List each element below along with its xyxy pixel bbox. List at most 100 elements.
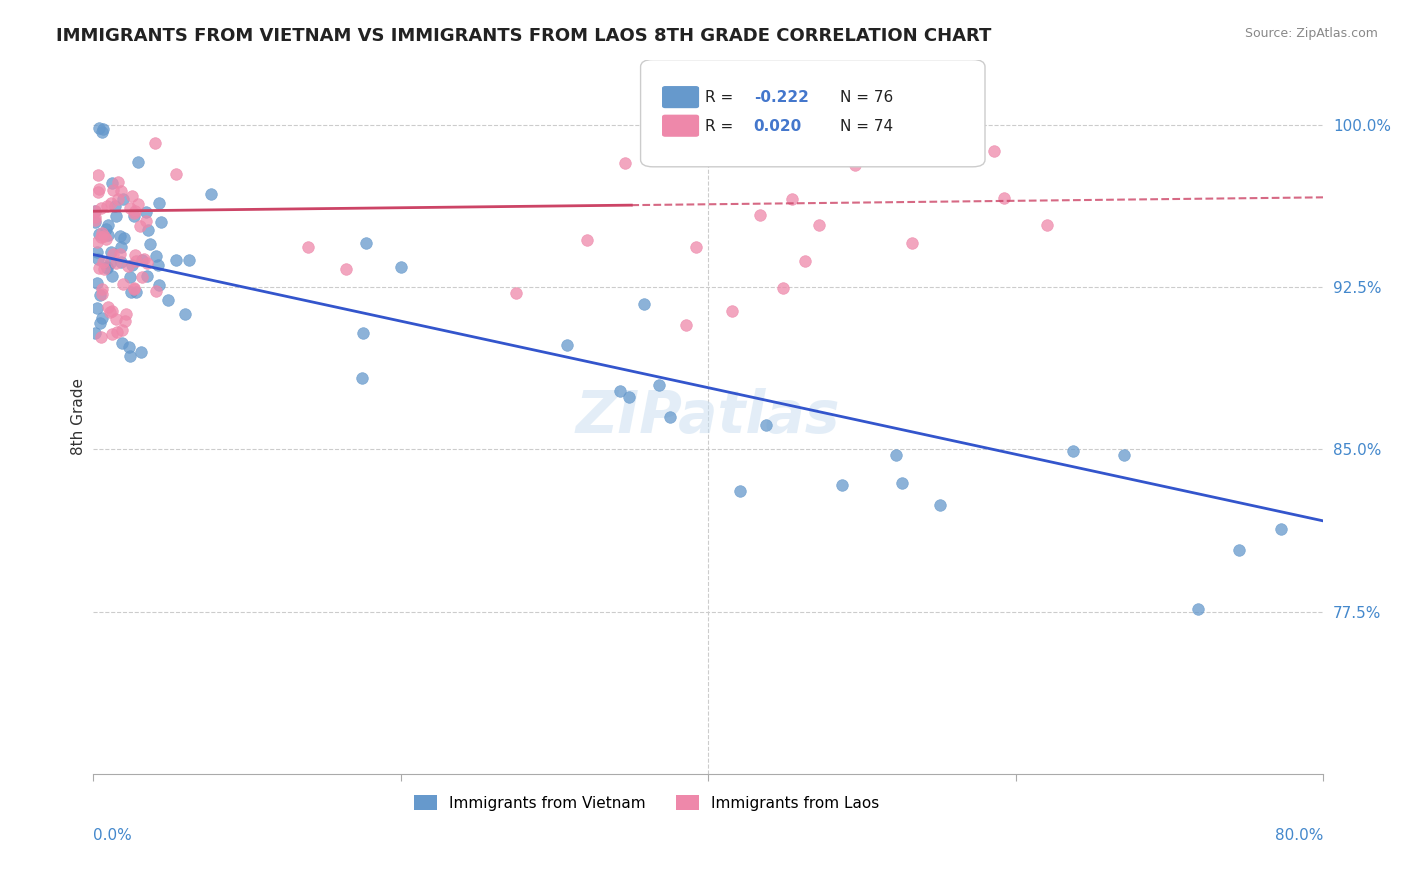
Point xyxy=(91,283,114,297)
Point xyxy=(127,196,149,211)
FancyBboxPatch shape xyxy=(641,60,986,167)
Point xyxy=(297,240,319,254)
Point xyxy=(107,174,129,188)
Point xyxy=(132,252,155,267)
Text: 0.020: 0.020 xyxy=(754,119,801,134)
Point xyxy=(720,304,742,318)
Point xyxy=(112,231,135,245)
FancyBboxPatch shape xyxy=(662,87,699,107)
Point xyxy=(96,199,118,213)
Point xyxy=(120,270,142,285)
Point xyxy=(96,261,118,276)
Point xyxy=(83,326,105,340)
Point xyxy=(1062,443,1084,458)
Point xyxy=(145,249,167,263)
Point xyxy=(110,240,132,254)
Point xyxy=(780,192,803,206)
Point xyxy=(101,176,124,190)
Point xyxy=(84,203,107,218)
Point xyxy=(89,261,111,276)
Point xyxy=(87,182,110,196)
Point xyxy=(121,258,143,272)
Point xyxy=(104,209,127,223)
Point xyxy=(90,201,112,215)
Text: Source: ZipAtlas.com: Source: ZipAtlas.com xyxy=(1244,27,1378,40)
Point xyxy=(772,281,794,295)
Point xyxy=(505,285,527,300)
Point xyxy=(139,237,162,252)
Point xyxy=(143,136,166,151)
Point xyxy=(90,330,112,344)
Point xyxy=(90,310,112,325)
Point xyxy=(131,252,153,267)
Text: R =: R = xyxy=(704,119,738,134)
Point xyxy=(831,478,853,492)
Text: IMMIGRANTS FROM VIETNAM VS IMMIGRANTS FROM LAOS 8TH GRADE CORRELATION CHART: IMMIGRANTS FROM VIETNAM VS IMMIGRANTS FR… xyxy=(56,27,991,45)
Point xyxy=(97,300,120,314)
Point xyxy=(104,311,127,326)
Point xyxy=(174,307,197,321)
Point xyxy=(87,185,110,199)
Point xyxy=(110,255,132,269)
Point xyxy=(983,144,1005,158)
Point xyxy=(576,233,599,247)
Point xyxy=(101,183,124,197)
Point xyxy=(108,229,131,244)
Point xyxy=(124,248,146,262)
Point xyxy=(86,235,108,249)
Point xyxy=(891,475,914,490)
Point xyxy=(613,156,636,170)
Point xyxy=(135,204,157,219)
Point xyxy=(148,277,170,292)
Point xyxy=(111,323,134,337)
Point xyxy=(1270,523,1292,537)
Point xyxy=(97,219,120,233)
Point xyxy=(89,288,111,302)
Point xyxy=(86,301,108,315)
Point xyxy=(335,261,357,276)
Point xyxy=(1036,218,1059,232)
Legend: Immigrants from Vietnam, Immigrants from Laos: Immigrants from Vietnam, Immigrants from… xyxy=(408,789,886,817)
Point xyxy=(118,349,141,363)
Point xyxy=(165,253,187,268)
Point xyxy=(127,154,149,169)
Point xyxy=(131,345,153,359)
Point xyxy=(90,124,112,138)
Point xyxy=(89,120,111,135)
Point xyxy=(105,325,128,339)
Text: R =: R = xyxy=(704,90,738,105)
Point xyxy=(200,186,222,201)
Point xyxy=(114,314,136,328)
Point xyxy=(648,378,671,392)
Point xyxy=(83,203,105,218)
Text: N = 74: N = 74 xyxy=(839,119,893,134)
Point xyxy=(100,195,122,210)
Point xyxy=(135,214,157,228)
Point xyxy=(755,418,778,433)
Point xyxy=(929,498,952,512)
Point xyxy=(91,121,114,136)
Point xyxy=(749,208,772,222)
Point xyxy=(124,205,146,219)
Point xyxy=(117,260,139,274)
Point xyxy=(100,244,122,259)
Point xyxy=(633,297,655,311)
Point xyxy=(101,327,124,342)
Point xyxy=(728,483,751,498)
Point xyxy=(993,191,1015,205)
Point xyxy=(675,318,697,332)
Point xyxy=(112,193,135,207)
Point xyxy=(122,282,145,296)
Point xyxy=(96,260,118,274)
Point xyxy=(110,247,132,261)
FancyBboxPatch shape xyxy=(662,115,699,136)
Point xyxy=(90,287,112,301)
Point xyxy=(101,304,124,318)
Point xyxy=(107,192,129,206)
Point xyxy=(87,227,110,241)
Point xyxy=(87,252,110,266)
Text: N = 76: N = 76 xyxy=(839,90,893,105)
Point xyxy=(93,255,115,269)
Point xyxy=(87,168,110,182)
Point xyxy=(114,307,136,321)
